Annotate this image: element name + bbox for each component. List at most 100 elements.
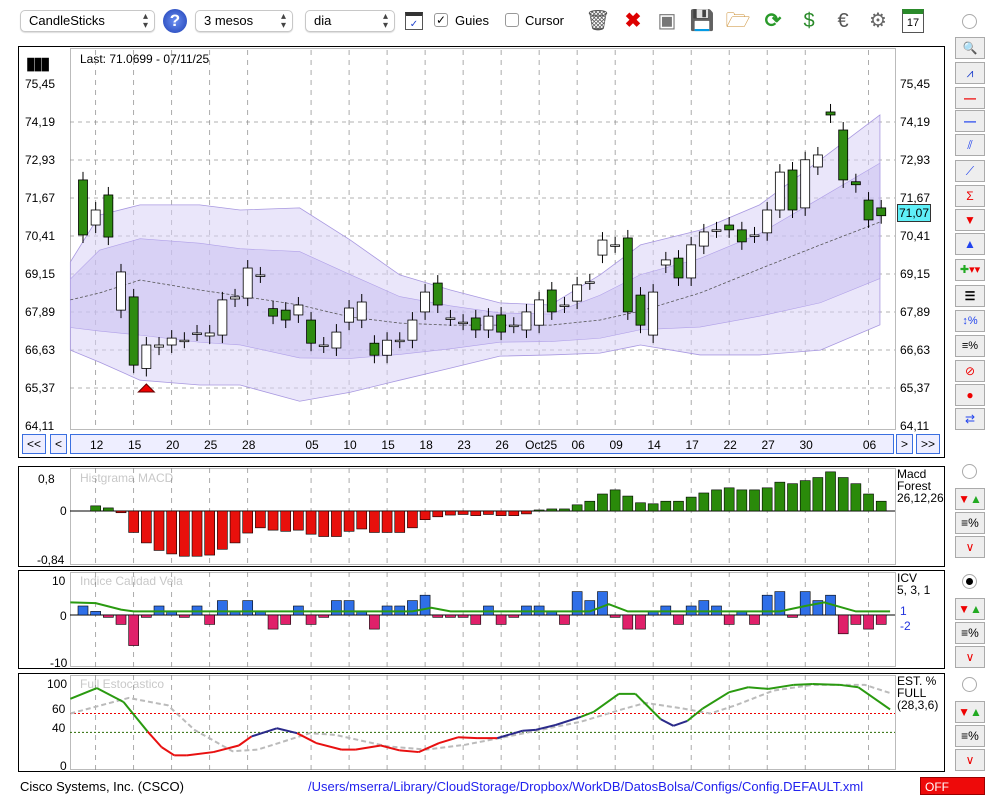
panel-radio-main[interactable] bbox=[962, 14, 977, 29]
chart-type-select[interactable]: CandleSticks ▴ ▾ bbox=[20, 10, 155, 32]
last-price-label: Last: 71.0699 - 07/11/25 bbox=[80, 52, 210, 66]
nav-last-button[interactable]: >> bbox=[916, 434, 940, 454]
bar-chart-icon[interactable]: ▮▮▮ bbox=[26, 54, 50, 73]
trendline-button[interactable]: ⟋ bbox=[955, 160, 985, 182]
settings-gear-icon[interactable]: ⚙ bbox=[869, 10, 887, 32]
nav-prev-label: < bbox=[54, 437, 62, 451]
stochastic-k-segment bbox=[497, 729, 523, 740]
grid-lines-button[interactable]: ☰ bbox=[955, 285, 985, 307]
add-signals-button[interactable]: ✚▾▾ bbox=[955, 259, 985, 281]
signal-arrows-button[interactable]: ▼▲ bbox=[955, 701, 985, 723]
up-arrow-button[interactable]: ▲ bbox=[955, 233, 985, 255]
percent-lines-button[interactable]: ≡% bbox=[955, 512, 985, 534]
print-icon[interactable]: ▣ bbox=[657, 10, 677, 32]
candle-body bbox=[876, 207, 887, 217]
config-path-link[interactable]: /Users/mserra/Library/CloudStorage/Dropb… bbox=[308, 779, 864, 794]
stochastic-k-segment bbox=[315, 742, 342, 751]
fibonacci-button[interactable]: Σ bbox=[955, 185, 985, 207]
period-select[interactable]: 3 mesos ▴ ▾ bbox=[195, 10, 293, 32]
red-dot-button[interactable]: ● bbox=[955, 384, 985, 406]
signal-arrows-button[interactable]: ▼▲ bbox=[955, 488, 985, 510]
indicator-curve-button[interactable]: ∨ bbox=[955, 536, 985, 558]
indicator-curve-button[interactable]: ∨ bbox=[955, 646, 985, 668]
cursor-checkbox[interactable] bbox=[505, 13, 519, 27]
nav-prev-button[interactable]: < bbox=[50, 434, 67, 454]
nav-first-button[interactable]: << bbox=[22, 434, 46, 454]
sync-icon[interactable]: $ bbox=[803, 10, 815, 32]
percent-lines-button[interactable]: ≡% bbox=[955, 622, 985, 644]
macd-bar bbox=[445, 510, 456, 516]
panel-radio[interactable] bbox=[962, 677, 977, 692]
calendar-icon[interactable]: 17 bbox=[902, 9, 924, 33]
macd-legend: Macd Forest 26,12,26 bbox=[897, 468, 944, 504]
refresh-icon[interactable]: ⟳ bbox=[764, 10, 782, 32]
macd-bar bbox=[217, 510, 228, 550]
percent-lines-button[interactable]: ≡% bbox=[955, 725, 985, 747]
chart-lines-icon[interactable]: ⩘ bbox=[955, 62, 985, 84]
nav-next-button[interactable]: > bbox=[896, 434, 913, 454]
date-label: 25 bbox=[204, 438, 218, 452]
stochastic-k-segment bbox=[418, 742, 440, 753]
scale-percent-button[interactable]: ↕% bbox=[955, 310, 985, 332]
icv-bar bbox=[204, 614, 215, 625]
no-sign-button[interactable]: ⊘ bbox=[955, 360, 985, 382]
candle-body bbox=[749, 234, 760, 237]
panel-radio[interactable] bbox=[962, 464, 977, 479]
stochastic-k-segment bbox=[660, 718, 674, 727]
indicator-curve-button[interactable]: ∨ bbox=[955, 749, 985, 771]
last-value-badge: 71,07 bbox=[897, 204, 931, 222]
chart-window-icon[interactable]: ✓ bbox=[405, 12, 423, 30]
icv-bar bbox=[609, 614, 621, 618]
stochastic-k-segment bbox=[355, 744, 381, 751]
save-icon[interactable]: 💾 bbox=[689, 10, 715, 32]
status-label: OFF bbox=[925, 780, 949, 794]
help-icon[interactable]: ? bbox=[163, 9, 187, 33]
icv-bar bbox=[698, 600, 710, 616]
guides-checkbox[interactable]: ✓ bbox=[434, 13, 448, 27]
down-arrow-button[interactable]: ▼ bbox=[955, 209, 985, 231]
icv-bar bbox=[103, 614, 114, 618]
macd-bar bbox=[179, 510, 190, 557]
date-axis-strip[interactable]: 12 15 20 25 28 05 10 15 18 23 26 Oct25 06 09 14 17 22 27 3… bbox=[70, 434, 894, 454]
bollinger-band-outer bbox=[69, 114, 881, 402]
price-tick: 75,45 bbox=[900, 77, 931, 91]
candle-body bbox=[546, 289, 557, 313]
stochastic-k-segment bbox=[593, 693, 620, 713]
macd-bar bbox=[685, 496, 697, 512]
interval-select[interactable]: dia ▴ ▾ bbox=[305, 10, 395, 32]
price-tick: 74,19 bbox=[900, 115, 931, 129]
trend-channel-button[interactable]: ⫽ bbox=[955, 134, 985, 156]
stochastic-k-segment bbox=[296, 732, 317, 744]
euro-icon[interactable]: € bbox=[837, 10, 849, 32]
macd-bar bbox=[875, 500, 887, 512]
delete-icon[interactable]: ✖ bbox=[624, 10, 642, 32]
panel-radio[interactable] bbox=[962, 574, 977, 589]
candle-body bbox=[635, 294, 646, 326]
candle-body bbox=[724, 224, 735, 231]
percent-lines-button[interactable]: ≡% bbox=[955, 335, 985, 357]
candle-body bbox=[356, 301, 367, 321]
blue-hline-button[interactable]: — bbox=[955, 110, 985, 132]
macd-bar bbox=[356, 510, 368, 530]
stoch-tick: 100 bbox=[47, 677, 68, 691]
red-hline-button[interactable]: — bbox=[955, 87, 985, 109]
icv-value-2: -2 bbox=[900, 619, 911, 633]
stochastic-k-segment bbox=[748, 686, 769, 690]
status-off-button[interactable]: OFF bbox=[920, 777, 985, 795]
stochastic-k-segment bbox=[535, 724, 556, 731]
icv-tick: -10 bbox=[50, 656, 68, 670]
stochastic-plot-area[interactable] bbox=[70, 675, 896, 770]
icv-bar bbox=[875, 614, 887, 625]
open-folder-icon[interactable]: 🗁 bbox=[725, 10, 751, 32]
swap-button[interactable]: ⇄ bbox=[955, 408, 985, 430]
price-tick: 65,37 bbox=[25, 381, 56, 395]
date-label: 26 bbox=[495, 438, 509, 452]
trash-icon[interactable]: 🗑 bbox=[585, 10, 611, 32]
icv-bar bbox=[584, 600, 596, 616]
zoom-magnifier-button[interactable]: 🔍 bbox=[955, 37, 985, 59]
stochastic-k-segment bbox=[96, 687, 125, 703]
icv-bar bbox=[495, 614, 507, 625]
signal-triangle-marker bbox=[137, 383, 156, 393]
signal-arrows-button[interactable]: ▼▲ bbox=[955, 598, 985, 620]
candle-body bbox=[572, 284, 583, 302]
